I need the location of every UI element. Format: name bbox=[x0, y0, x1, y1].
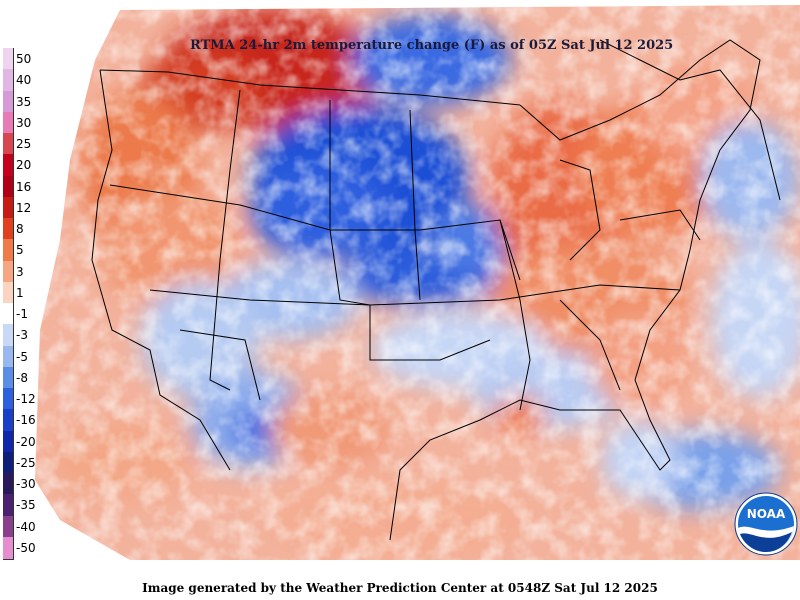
temperature-field bbox=[35, 5, 800, 560]
legend-label: -8 bbox=[16, 370, 28, 385]
legend-swatch bbox=[3, 536, 13, 559]
legend-swatch bbox=[3, 303, 13, 325]
legend-label: -16 bbox=[16, 413, 36, 428]
legend-label: 5 bbox=[16, 243, 24, 258]
legend-swatch bbox=[3, 473, 13, 495]
map-title: RTMA 24-hr 2m temperature change (F) as … bbox=[190, 38, 674, 53]
legend-swatch bbox=[3, 430, 13, 453]
legend-swatch bbox=[3, 175, 13, 198]
legend-swatch bbox=[3, 69, 13, 91]
footer bbox=[0, 560, 800, 600]
legend-swatch bbox=[3, 515, 13, 538]
legend-label: 25 bbox=[16, 137, 32, 151]
legend-swatch bbox=[3, 345, 13, 368]
legend-label: -12 bbox=[16, 392, 36, 406]
state-borders bbox=[91, 39, 781, 541]
legend-label: -3 bbox=[16, 328, 28, 343]
temperature-change-map bbox=[35, 5, 800, 560]
legend-swatch bbox=[3, 281, 13, 304]
legend-label: 40 bbox=[16, 73, 32, 88]
legend-label: 3 bbox=[16, 264, 24, 279]
legend-label: 20 bbox=[16, 158, 32, 173]
legend-label: 8 bbox=[16, 222, 24, 236]
legend-swatch bbox=[3, 409, 13, 431]
legend-swatch bbox=[3, 196, 13, 219]
legend-swatch bbox=[3, 324, 13, 346]
legend-label: 1 bbox=[16, 285, 24, 300]
legend-label: -5 bbox=[16, 349, 28, 364]
legend-label: 35 bbox=[16, 94, 32, 109]
legend-swatch bbox=[3, 366, 13, 389]
legend-swatch bbox=[3, 154, 13, 176]
legend-swatch bbox=[3, 260, 13, 283]
legend-label: 50 bbox=[16, 52, 32, 66]
legend-label: 16 bbox=[16, 179, 32, 194]
legend-swatch bbox=[3, 388, 13, 410]
legend-label: 30 bbox=[16, 115, 32, 130]
footer-text: Image generated by the Weather Predictio… bbox=[142, 581, 658, 595]
map-panel: RTMA 24-hr 2m temperature change (F) as … bbox=[3, 5, 800, 560]
legend-label: -50 bbox=[16, 540, 36, 555]
legend-swatch bbox=[3, 48, 13, 70]
legend-label: -40 bbox=[16, 519, 36, 534]
legend-label: -20 bbox=[16, 434, 36, 449]
legend-swatch bbox=[3, 239, 13, 261]
legend-label: -1 bbox=[16, 307, 28, 321]
legend-swatch bbox=[3, 111, 13, 134]
legend-swatch bbox=[3, 133, 13, 155]
legend-label: -25 bbox=[16, 455, 36, 470]
legend-swatch bbox=[3, 218, 13, 240]
legend-label: -30 bbox=[16, 477, 36, 491]
logo-text: NOAA bbox=[747, 507, 786, 521]
noaa-logo: NOAA bbox=[734, 492, 798, 556]
legend-label: -35 bbox=[16, 498, 36, 513]
legend-label: 12 bbox=[16, 200, 32, 215]
legend-swatch bbox=[3, 451, 13, 474]
legend-swatch bbox=[3, 494, 13, 516]
legend-swatch bbox=[3, 90, 13, 113]
